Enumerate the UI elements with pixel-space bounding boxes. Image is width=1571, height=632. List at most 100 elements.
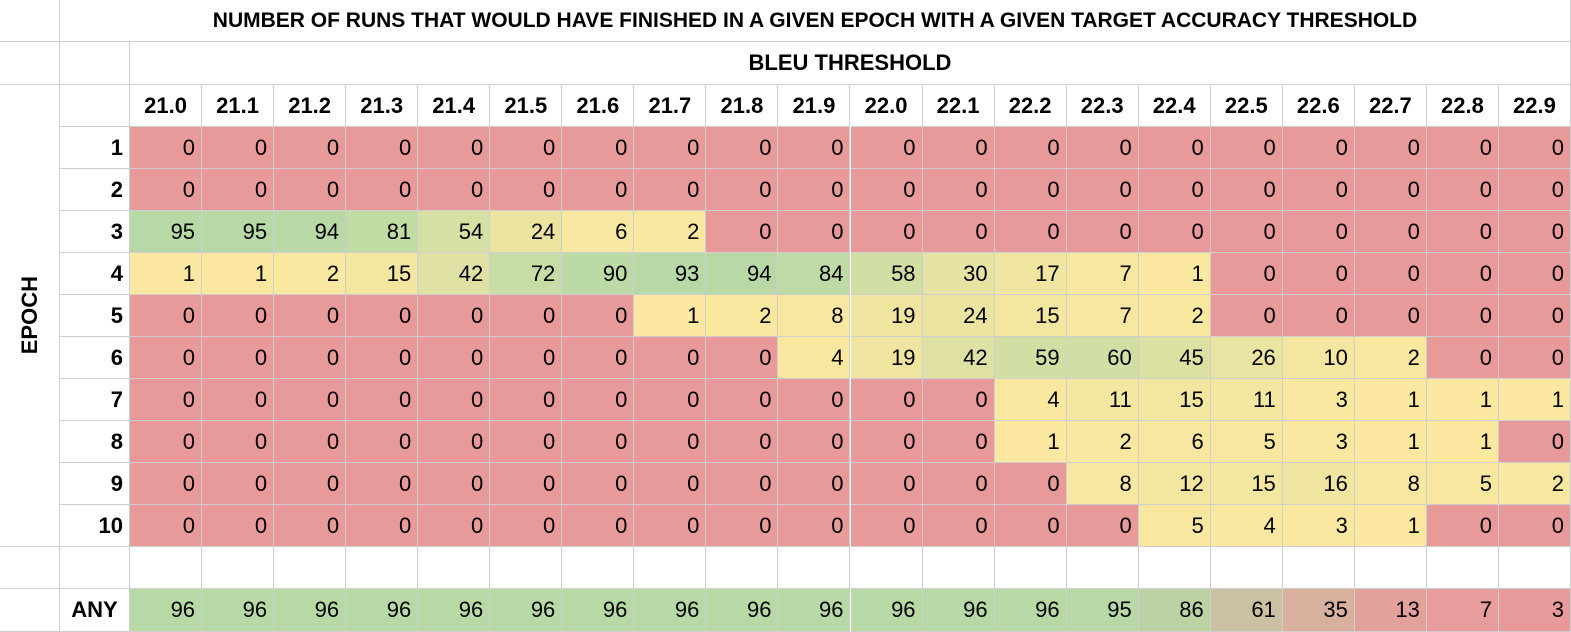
value-cell: 0 xyxy=(1210,169,1283,211)
column-header: 22.7 xyxy=(1354,85,1427,127)
row-group-label-text: EPOCH xyxy=(16,276,42,355)
value-cell-text: 1 xyxy=(1047,428,1060,454)
column-header: 21.8 xyxy=(706,85,779,127)
value-cell-text: 0 xyxy=(1551,134,1564,160)
value-cell: 0 xyxy=(274,169,347,211)
value-cell-text: 0 xyxy=(687,386,700,412)
value-cell-text: 0 xyxy=(543,134,556,160)
summary-cell-text: 95 xyxy=(1107,597,1132,622)
value-cell: 0 xyxy=(1210,295,1283,337)
value-cell: 0 xyxy=(1282,253,1355,295)
summary-cell-text: 61 xyxy=(1251,597,1276,622)
value-cell: 0 xyxy=(274,421,347,463)
value-cell-text: 0 xyxy=(543,176,556,202)
row-label: 1 xyxy=(60,127,130,169)
value-cell-text: 0 xyxy=(615,512,628,538)
value-cell: 0 xyxy=(1498,127,1571,169)
value-cell-text: 0 xyxy=(470,512,484,538)
value-cell: 0 xyxy=(1498,337,1571,379)
value-cell-text: 0 xyxy=(398,470,412,496)
summary-cell: 96 xyxy=(778,589,851,632)
value-cell-text: 0 xyxy=(398,344,412,370)
value-cell-text: 0 xyxy=(759,470,772,496)
value-cell-text: 0 xyxy=(182,470,196,496)
row-label: 2 xyxy=(60,169,130,211)
value-cell: 0 xyxy=(1354,295,1427,337)
value-cell: 0 xyxy=(922,169,995,211)
blank-cell xyxy=(850,547,923,589)
value-cell: 0 xyxy=(1498,505,1571,547)
value-cell: 19 xyxy=(850,295,923,337)
value-cell: 0 xyxy=(706,379,779,421)
value-cell-text: 0 xyxy=(1407,260,1420,286)
value-cell-text: 0 xyxy=(1407,218,1420,244)
value-cell: 0 xyxy=(1282,295,1355,337)
value-cell: 0 xyxy=(130,463,203,505)
value-cell: 0 xyxy=(202,127,275,169)
value-cell: 0 xyxy=(706,211,779,253)
value-cell: 0 xyxy=(634,127,707,169)
column-header-text: 22.7 xyxy=(1368,92,1412,118)
blank-cell xyxy=(60,42,130,85)
value-cell: 15 xyxy=(1138,379,1211,421)
value-cell-text: 72 xyxy=(530,260,556,286)
value-cell-text: 0 xyxy=(903,176,916,202)
column-group-label: BLEU THRESHOLD xyxy=(130,42,1571,85)
summary-cell-text: 96 xyxy=(963,597,988,622)
blank-cell xyxy=(1426,547,1499,589)
value-cell: 0 xyxy=(418,295,491,337)
value-cell-text: 2 xyxy=(1191,302,1204,328)
value-cell-text: 0 xyxy=(182,428,196,454)
value-cell: 0 xyxy=(994,211,1067,253)
value-cell: 0 xyxy=(1354,127,1427,169)
value-cell-text: 0 xyxy=(326,428,340,454)
value-cell: 0 xyxy=(346,421,419,463)
value-cell: 15 xyxy=(1210,463,1283,505)
value-cell: 1 xyxy=(1138,253,1211,295)
value-cell: 0 xyxy=(202,463,275,505)
value-cell: 0 xyxy=(130,505,203,547)
blank-cell xyxy=(418,547,491,589)
value-cell: 1 xyxy=(130,253,203,295)
value-cell-text: 0 xyxy=(687,344,700,370)
value-cell: 0 xyxy=(562,421,635,463)
value-cell: 0 xyxy=(1282,169,1355,211)
value-cell-text: 0 xyxy=(326,470,340,496)
value-cell-text: 0 xyxy=(470,386,484,412)
value-cell: 0 xyxy=(490,127,563,169)
column-header: 21.7 xyxy=(634,85,707,127)
value-cell-text: 0 xyxy=(254,428,268,454)
value-cell: 0 xyxy=(346,463,419,505)
summary-cell: 96 xyxy=(562,589,635,632)
column-header: 21.2 xyxy=(274,85,347,127)
value-cell-text: 1 xyxy=(1479,428,1492,454)
value-cell-text: 0 xyxy=(470,302,484,328)
row-label-text: 2 xyxy=(110,176,123,202)
value-cell: 0 xyxy=(922,421,995,463)
value-cell: 5 xyxy=(1138,505,1211,547)
column-header: 21.6 xyxy=(562,85,635,127)
value-cell: 0 xyxy=(1354,253,1427,295)
value-cell: 42 xyxy=(418,253,491,295)
value-cell-text: 4 xyxy=(1047,386,1060,412)
value-cell-text: 0 xyxy=(470,428,484,454)
value-cell: 0 xyxy=(130,337,203,379)
value-cell-text: 0 xyxy=(975,134,988,160)
value-cell: 10 xyxy=(1282,337,1355,379)
value-cell-text: 0 xyxy=(759,218,772,244)
column-header: 22.6 xyxy=(1282,85,1355,127)
value-cell: 0 xyxy=(1498,211,1571,253)
blank-cell xyxy=(562,547,635,589)
value-cell-text: 5 xyxy=(1191,512,1204,538)
value-cell: 24 xyxy=(922,295,995,337)
value-cell-text: 0 xyxy=(1047,134,1060,160)
value-cell-text: 0 xyxy=(1551,344,1564,370)
blank-cell xyxy=(634,547,707,589)
value-cell-text: 1 xyxy=(1191,260,1204,286)
value-cell: 0 xyxy=(1426,505,1499,547)
value-cell-text: 0 xyxy=(759,176,772,202)
value-cell-text: 0 xyxy=(1551,218,1564,244)
value-cell-text: 0 xyxy=(1335,302,1348,328)
value-cell-text: 11 xyxy=(1108,386,1132,412)
value-cell: 0 xyxy=(274,295,347,337)
